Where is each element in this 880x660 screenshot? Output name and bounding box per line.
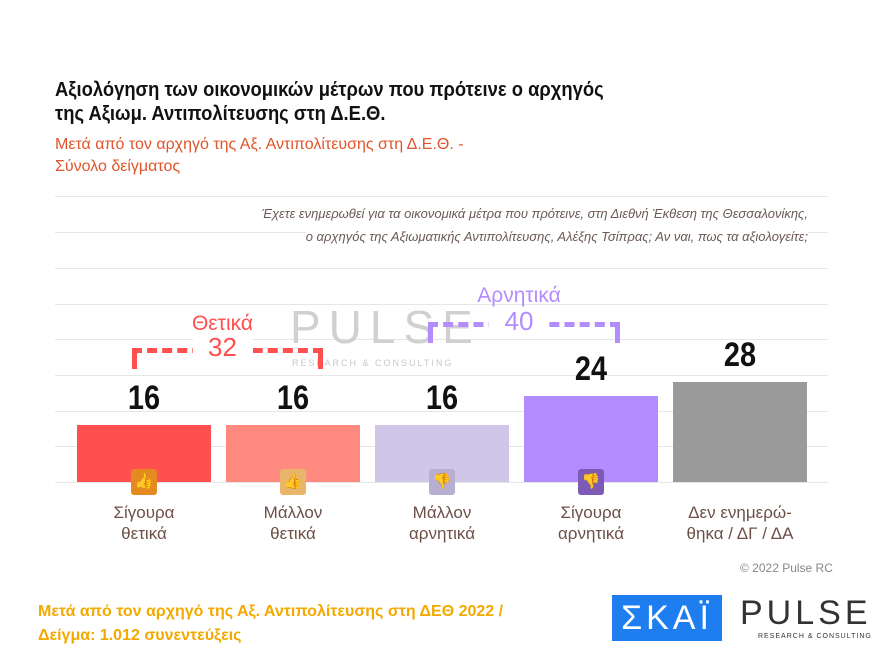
group-total: 32	[192, 332, 253, 363]
data-label: 28	[723, 336, 757, 375]
bar	[673, 382, 807, 482]
category-label-line: Σίγουρα	[560, 503, 622, 522]
gridline	[55, 374, 828, 376]
watermark-tagline: RESEARCH & CONSULTING	[292, 358, 454, 368]
category-label-line: θετικά	[270, 524, 316, 543]
question-line: ο αρχηγός της Αξιωματικής Αντιπολίτευσης…	[305, 225, 808, 248]
gridline	[55, 303, 828, 305]
data-label: 24	[574, 350, 608, 389]
gridline	[55, 196, 828, 198]
category-label: Μάλλον θετικά	[218, 502, 368, 544]
data-label: 16	[276, 378, 310, 417]
thumbs-up-icon: 👍	[280, 469, 306, 495]
category-label: Μάλλον αρνητικά	[367, 502, 517, 544]
category-label-line: Μάλλον	[412, 503, 472, 522]
gridline	[55, 339, 828, 341]
bar	[524, 396, 658, 482]
category-label-line: Μάλλον	[263, 503, 323, 522]
question-line: Έχετε ενημερωθεί για τα οικονομικά μέτρα…	[261, 202, 808, 225]
double-thumbs-up-icon: 👍	[131, 469, 157, 495]
thumbs-down-icon: 👎	[429, 469, 455, 495]
category-label: Δεν ενημερώ-θηκα / ΔΓ / ΔΑ	[665, 502, 815, 544]
group-label: Θετικά	[191, 312, 254, 335]
data-label: 16	[425, 378, 459, 417]
double-thumbs-down-icon: 👎	[578, 469, 604, 495]
pulse-logo-tagline: RESEARCH & CONSULTING	[758, 633, 872, 640]
survey-question: Έχετε ενημερωθεί για τα οικονομικά μέτρα…	[128, 202, 808, 248]
data-label: 16	[127, 378, 161, 417]
gridline	[55, 267, 828, 269]
chart-subtitle: Μετά από τον αρχηγό της Αξ. Αντιπολίτευσ…	[55, 134, 575, 178]
copyright: © 2022 Pulse RC	[740, 561, 833, 575]
category-label: Σίγουρα θετικά	[69, 502, 219, 544]
footer-line: Δείγμα: 1.012 συνεντεύξεις	[38, 627, 242, 644]
title-line: της Αξιωμ. Αντιπολίτευσης στη Δ.Ε.Θ.	[55, 103, 386, 125]
category-label: Σίγουρα αρνητικά	[516, 502, 666, 544]
group-label: Αρνητικά	[477, 284, 561, 307]
title-line: Αξιολόγηση των οικονομικών μέτρων που πρ…	[55, 79, 604, 101]
gridline	[55, 410, 828, 412]
pulse-logo: PULSE	[740, 594, 872, 632]
footer-line: Μετά από τον αρχηγό της Αξ. Αντιπολίτευσ…	[38, 603, 504, 620]
chart-title: Αξιολόγηση των οικονομικών μέτρων που πρ…	[55, 78, 644, 126]
watermark-logo: PULSE	[290, 301, 481, 353]
footer-note: Μετά από τον αρχηγό της Αξ. Αντιπολίτευσ…	[38, 600, 503, 648]
category-label-line: αρνητικά	[408, 524, 476, 543]
category-label-line: αρνητικά	[557, 524, 625, 543]
category-label-line: Σίγουρα	[113, 503, 175, 522]
subtitle-line: Σύνολο δείγματος	[55, 158, 181, 175]
skai-logo: ΣΚΑΪ	[612, 595, 722, 641]
category-label-line: θηκα / ΔΓ / ΔΑ	[686, 524, 794, 543]
category-label-line: θετικά	[121, 524, 167, 543]
category-label-line: Δεν ενημερώ-	[688, 503, 792, 522]
subtitle-line: Μετά από τον αρχηγό της Αξ. Αντιπολίτευσ…	[55, 136, 464, 153]
group-total: 40	[489, 306, 549, 337]
